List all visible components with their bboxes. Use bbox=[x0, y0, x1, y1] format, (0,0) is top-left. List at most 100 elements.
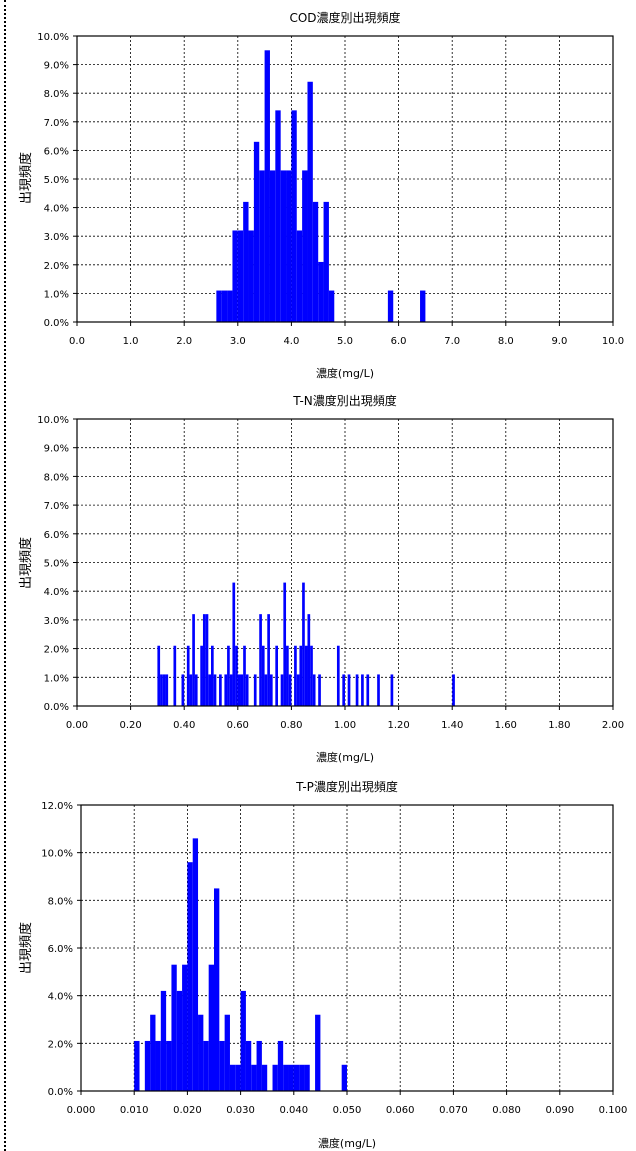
histogram-bar bbox=[171, 964, 177, 1091]
y-tick-label: 8.0% bbox=[44, 472, 69, 483]
histogram-bar bbox=[224, 1014, 230, 1091]
histogram-bar bbox=[390, 674, 394, 706]
y-tick-label: 8.0% bbox=[44, 89, 69, 100]
histogram-bar bbox=[366, 674, 370, 706]
histogram-bar bbox=[312, 201, 319, 322]
histogram-bar bbox=[240, 674, 244, 706]
histogram-bar bbox=[235, 645, 238, 706]
histogram-bar bbox=[341, 1064, 347, 1091]
histogram-bar bbox=[221, 290, 228, 322]
histogram-bar bbox=[347, 674, 351, 706]
histogram-bar bbox=[155, 1040, 161, 1091]
histogram-bar bbox=[235, 1064, 241, 1091]
histogram-bar bbox=[202, 614, 206, 706]
chart-cod: COD濃度別出現頻度 0.0 1.0 2.0 3.0 4.0 5.0 6.0 7.0 8.0 9.0… bbox=[18, 10, 624, 380]
histogram-bar bbox=[288, 674, 292, 706]
histogram-bar bbox=[243, 645, 246, 706]
histogram-bar bbox=[160, 990, 167, 1091]
y-tick-label: 6.0% bbox=[48, 944, 73, 955]
histogram-bar bbox=[259, 614, 262, 706]
histogram-bar bbox=[293, 1064, 300, 1091]
x-tick-label: 1.80 bbox=[548, 720, 570, 731]
histogram-bar bbox=[208, 964, 214, 1091]
histogram-bar bbox=[229, 674, 233, 706]
histogram-bar bbox=[134, 1040, 140, 1091]
y-tick-label: 0.0% bbox=[44, 318, 69, 329]
histogram-bar bbox=[296, 674, 300, 706]
histogram-bar bbox=[299, 645, 303, 706]
x-tick-label: 8.0 bbox=[498, 336, 514, 347]
x-tick-label: 0.20 bbox=[119, 720, 141, 731]
histogram-bar bbox=[251, 1064, 257, 1091]
x-tick-label: 2.00 bbox=[602, 720, 624, 731]
x-tick-label: 0.080 bbox=[492, 1105, 521, 1116]
histogram-bar bbox=[304, 645, 308, 706]
histogram-bar bbox=[264, 674, 268, 706]
y-tick-label: 1.0% bbox=[44, 289, 69, 300]
histogram-bar bbox=[186, 645, 190, 706]
x-tick-label: 0.060 bbox=[386, 1105, 415, 1116]
histogram-bar bbox=[283, 1064, 289, 1091]
histogram-bar bbox=[280, 674, 284, 706]
x-tick-label: 0.000 bbox=[67, 1105, 96, 1116]
histogram-bar bbox=[318, 261, 324, 322]
histogram-bar bbox=[310, 645, 313, 706]
y-tick-label: 10.0% bbox=[37, 415, 69, 426]
histogram-bar bbox=[162, 674, 166, 706]
histogram-bar bbox=[219, 674, 222, 706]
x-tick-label: 0.010 bbox=[120, 1105, 149, 1116]
histogram-bar bbox=[275, 110, 281, 322]
histogram-bar bbox=[336, 645, 340, 706]
x-tick-label: 1.60 bbox=[495, 720, 517, 731]
y-tick-label: 3.0% bbox=[44, 232, 69, 243]
y-tick-label: 6.0% bbox=[44, 146, 69, 157]
x-tick-label: 2.0 bbox=[176, 336, 192, 347]
histogram-bar bbox=[291, 110, 297, 322]
histogram-bar bbox=[181, 674, 185, 706]
histogram-bar bbox=[160, 674, 163, 706]
histogram-bar bbox=[165, 674, 169, 706]
y-tick-label: 10.0% bbox=[41, 849, 73, 860]
x-tick-label: 7.0 bbox=[444, 336, 460, 347]
chart-title: T-N濃度別出現頻度 bbox=[292, 393, 397, 408]
histogram-bar bbox=[296, 230, 303, 322]
histogram-bar bbox=[189, 674, 193, 706]
y-tick-label: 0.0% bbox=[44, 702, 69, 713]
chart-tn: T-N濃度別出現頻度 0.00 0.20 0.40 0.60 0.80 1.00 1.20 1.… bbox=[18, 393, 624, 764]
histogram-bar bbox=[194, 674, 198, 706]
histogram-bar bbox=[176, 990, 183, 1091]
histogram-bar bbox=[420, 290, 426, 322]
histogram-bar bbox=[243, 201, 249, 322]
x-tick-label: 0.070 bbox=[439, 1105, 468, 1116]
x-tick-label: 10.0 bbox=[602, 336, 624, 347]
histogram-bar bbox=[294, 645, 297, 706]
histogram-bar bbox=[318, 674, 321, 706]
x-tick-label: 0.80 bbox=[280, 720, 302, 731]
y-tick-label: 9.0% bbox=[44, 444, 69, 455]
x-axis-label: 濃度(mg/L) bbox=[318, 1136, 376, 1150]
histogram-bar bbox=[323, 201, 329, 322]
histogram-bar bbox=[377, 674, 380, 706]
y-tick-label: 5.0% bbox=[44, 175, 69, 186]
x-tick-label: 0.100 bbox=[599, 1105, 628, 1116]
chart-tp: T-P濃度別出現頻度 0.000 0.010 0.020 0.030 0.040 0.050… bbox=[18, 779, 628, 1150]
y-tick-label: 8.0% bbox=[48, 896, 73, 907]
x-tick-label: 0.030 bbox=[226, 1105, 255, 1116]
histogram-bar bbox=[198, 1014, 204, 1091]
histogram-bar bbox=[452, 674, 455, 706]
y-axis-label: 出現頻度 bbox=[18, 537, 34, 589]
histogram-bar bbox=[355, 674, 359, 706]
histogram-bar bbox=[264, 50, 270, 323]
histogram-bar bbox=[211, 645, 214, 706]
histogram-bar bbox=[232, 582, 236, 706]
y-tick-label: 0.0% bbox=[48, 1087, 73, 1098]
x-tick-label: 3.0 bbox=[230, 336, 246, 347]
histogram-bar bbox=[253, 141, 260, 322]
histogram-bar bbox=[157, 645, 161, 706]
histogram-bar bbox=[216, 290, 222, 322]
histogram-bar bbox=[272, 1064, 278, 1091]
y-tick-label: 4.0% bbox=[44, 204, 69, 215]
histogram-bar bbox=[307, 614, 311, 706]
y-tick-label: 1.0% bbox=[44, 673, 69, 684]
histogram-bar bbox=[208, 674, 211, 706]
